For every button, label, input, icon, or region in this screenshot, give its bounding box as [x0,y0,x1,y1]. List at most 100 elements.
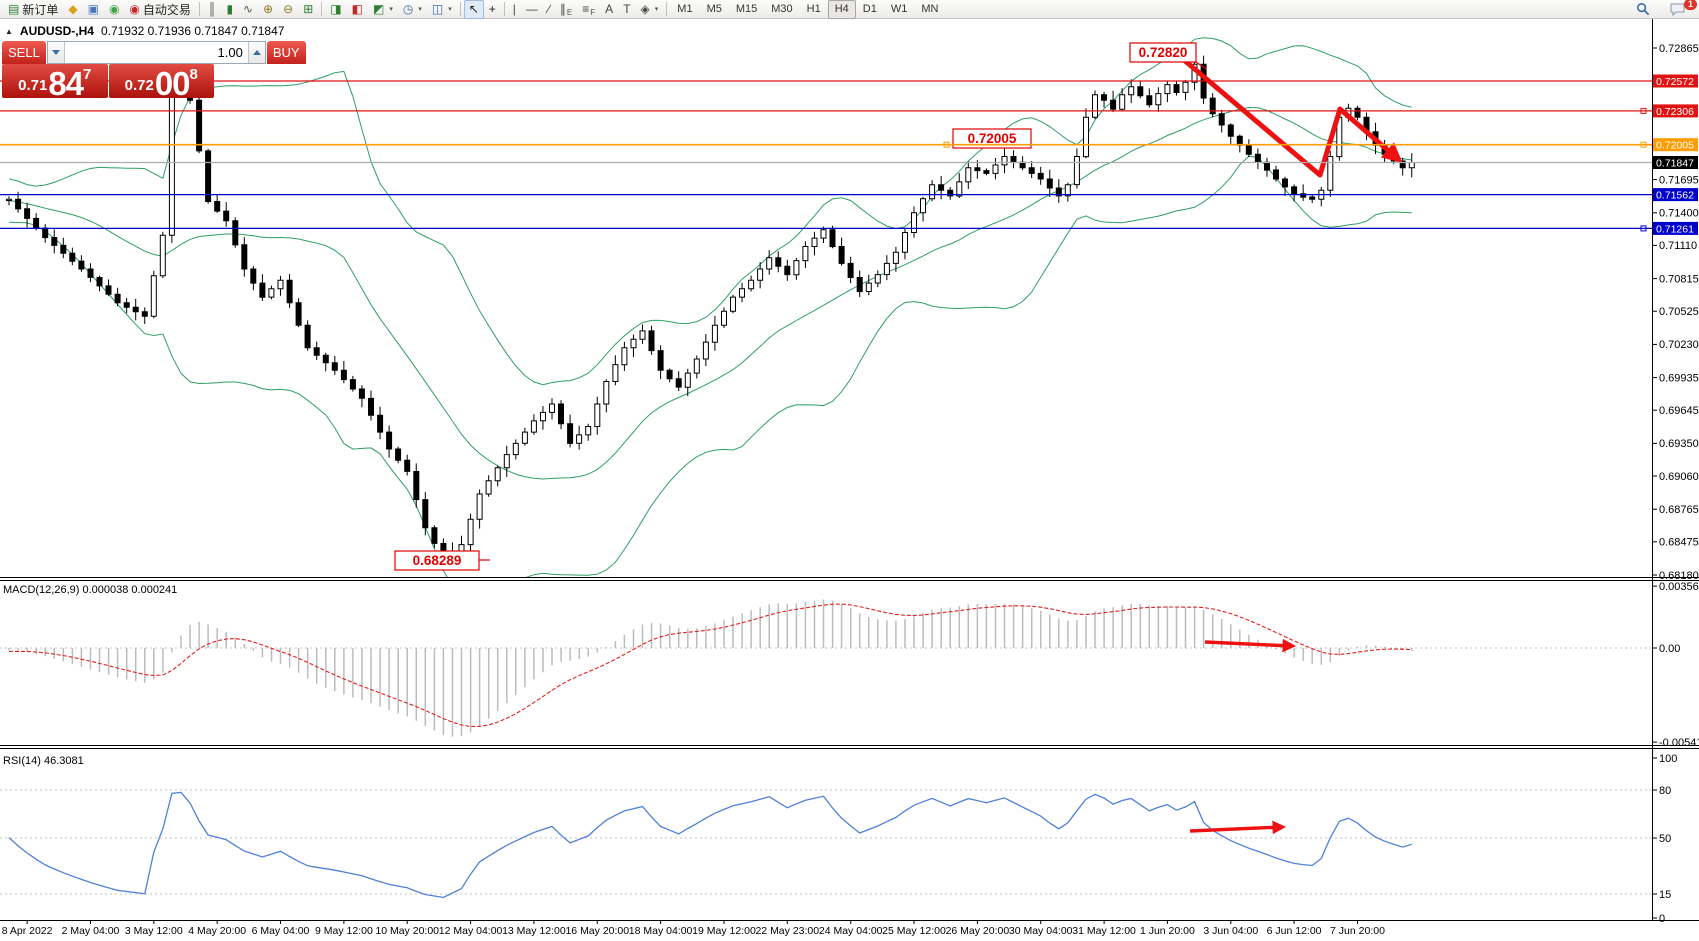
time-tick-label: 18 May 04:00 [629,925,693,937]
chevron-down-icon: ▾ [389,6,393,13]
macd-tick-label: -0.005416 [1659,737,1699,749]
candle-wicks-layer [8,55,1413,564]
notifications-button[interactable]: 1 [1665,0,1697,19]
equidistant-channel-icon: ∥ [559,2,566,16]
rsi-trend-arrow[interactable] [1189,820,1287,835]
price-pane: 0.72820 0.72005 0.68289 [6,37,1647,578]
zoom-in-icon: ⊕ [263,2,274,16]
indicators-icon: ◩ [372,2,385,16]
toolbar-main-group: ▤ 新订单 ◆ ▣ ◉ ◉ 自动交易 ║ ▮ ∿ ⊕ ⊖ ⊞ ◨ ◧ ◩ ▾ ◷ ▾ ◫ ▾ ↖ + | — ∕ ∥ E ≡ F A T ◈ ▾ [3,0,670,19]
bar-chart-button[interactable]: ║ [203,0,222,19]
timeframe-m30[interactable]: M30 [771,2,793,15]
buy-price-display[interactable]: 0.72 00 8 [108,64,214,102]
collapse-panel-icon[interactable]: ▲ [5,26,13,36]
time-tick-label: 3 Jun 04:00 [1203,925,1258,937]
sell-price-big: 84 [48,64,84,102]
high-price-annotation[interactable]: 0.72820 [1129,42,1207,70]
macd-tick-label: 0.00 [1659,643,1680,655]
equidistant-channel-button[interactable]: ∥ E [555,0,577,19]
low-price-annotation[interactable]: 0.68289 [394,550,490,571]
tile-windows-button[interactable]: ⊞ [298,0,318,19]
sell-price-pip: 7 [83,66,92,83]
chevron-down-icon: ▾ [448,6,452,13]
timeframe-m5[interactable]: M5 [706,2,722,15]
auto-scroll-button[interactable]: ◨ [325,0,346,19]
sell-button[interactable]: SELL [2,41,46,64]
templates-button[interactable]: ◫ ▾ [427,0,457,19]
shapes-icon: ◈ [640,2,650,16]
time-tick-label: 1 Jun 20:00 [1140,925,1195,937]
timeframe-mn[interactable]: MN [921,2,939,15]
chart-title: ▲ AUDUSD-,H4 0.71932 0.71936 0.71847 0.7… [5,24,284,38]
high-price-annotation-text: 0.72820 [1139,45,1188,60]
indicators-button[interactable]: ◩ ▾ [368,0,398,19]
pivot-price-annotation[interactable]: 0.72005 [952,128,1032,149]
timeframe-m1[interactable]: M1 [677,2,693,15]
fibonacci-button[interactable]: ≡ F [577,0,600,19]
toolbar-separator [321,2,323,16]
periods-button[interactable]: ◷ ▾ [398,0,427,19]
news-button[interactable]: ◉ [104,0,124,19]
terminal-icon: ▣ [87,2,99,16]
macd-signal-line [8,603,1412,728]
price-tick-label: 0.70230 [1659,339,1699,351]
shapes-button[interactable]: ◈ ▾ [636,0,664,19]
trendline-button[interactable]: ∕ [543,0,555,19]
price-tick-label: 0.71110 [1659,240,1697,252]
zoom-out-button[interactable]: ⊖ [278,0,298,19]
crosshair-button[interactable]: + [484,0,501,19]
timeframe-h4[interactable]: H4 [827,0,856,19]
timeframe-toolbar: M1 M5 M15 M30 H1 H4 D1 W1 MN [670,0,945,19]
price-axis: 0.72865 0.71695 0.71400 0.71110 0.70815 0.705… [1652,43,1699,925]
trend-arrow[interactable] [1182,58,1403,178]
vertical-line-button[interactable]: | [508,0,521,19]
price-tick-label: 0.69645 [1659,405,1699,417]
new-order-button[interactable]: ▤ 新订单 [3,0,63,19]
text-button[interactable]: A [600,0,618,19]
volume-decrease-button[interactable] [47,42,65,63]
one-click-trading-panel: SELL BUY 0.71 84 7 0.72 00 8 [2,41,306,102]
volume-increase-button[interactable] [247,42,265,63]
triangle-down-icon [51,50,60,59]
cursor-button[interactable]: ↖ [463,0,484,19]
buy-price-big: 00 [154,64,191,102]
bar-chart-icon: ║ [207,2,217,16]
chat-bubble-icon [1670,3,1685,16]
fibonacci-button-letter: F [590,7,596,17]
chart-canvas[interactable]: 0.728200.720050.682890.728650.716950.714… [0,19,1699,941]
chart-shift-button[interactable]: ◧ [347,0,368,19]
macd-pane [0,599,1652,737]
price-tick-label: 0.68180 [1659,570,1699,582]
text-label-button[interactable]: T [618,0,635,19]
terminal-button[interactable]: ▣ [83,0,104,19]
price-tick-label: 0.70815 [1659,273,1699,285]
chart-eraser-button[interactable]: ◆ [63,0,82,19]
macd-trend-arrow[interactable] [1204,638,1297,653]
chevron-down-icon: ▾ [418,6,422,13]
sell-price-prefix: 0.71 [18,77,48,94]
zoom-in-button[interactable]: ⊕ [258,0,278,19]
toolbar: ▤ 新订单 ◆ ▣ ◉ ◉ 自动交易 ║ ▮ ∿ ⊕ ⊖ ⊞ ◨ ◧ ◩ ▾ ◷ ▾ ◫ ▾ ↖ + | — ∕ ∥ E ≡ F A T ◈ ▾ … [0,0,1699,19]
chart-shift-icon: ◧ [351,2,363,16]
volume-input[interactable] [64,42,248,63]
horizontal-line-button[interactable]: — [521,0,543,19]
timeframe-w1[interactable]: W1 [890,2,908,15]
candlestick-chart-button[interactable]: ▮ [221,0,238,19]
search-button[interactable] [1631,0,1655,19]
rsi-pane [0,789,1652,899]
price-level-badge [1653,74,1698,88]
text-icon: A [605,2,614,16]
rsi-tick-label: 100 [1659,753,1677,765]
timeframe-m15[interactable]: M15 [735,2,758,15]
symbol-label: AUDUSD-,H4 [19,24,94,38]
sell-price-display[interactable]: 0.71 84 7 [2,64,108,102]
volume-control [46,41,266,64]
timeframe-h1[interactable]: H1 [806,2,821,15]
time-tick-label: 12 May 04:00 [439,925,503,937]
time-tick-label: 26 May 20:00 [946,925,1010,937]
timeframe-d1[interactable]: D1 [862,2,877,15]
buy-button[interactable]: BUY [266,41,306,64]
line-chart-button[interactable]: ∿ [238,0,258,19]
autotrading-button[interactable]: ◉ 自动交易 [124,0,196,19]
time-tick-label: 19 May 12:00 [692,925,756,937]
